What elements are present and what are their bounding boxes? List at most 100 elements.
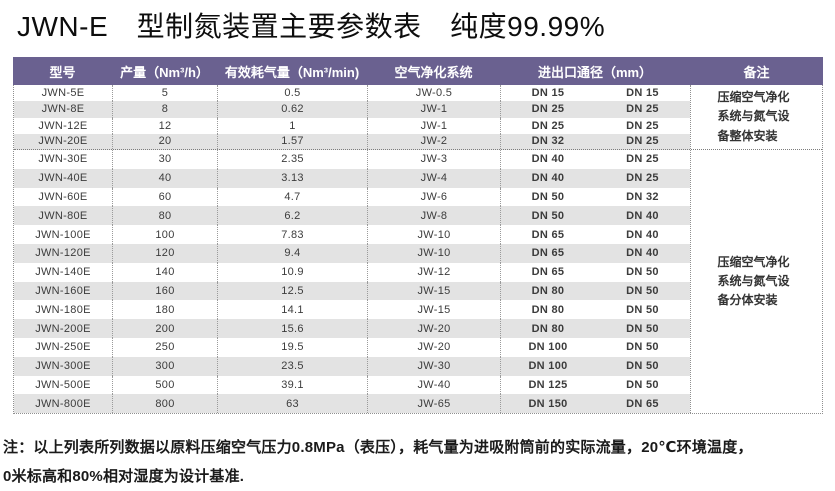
cell-outlet: DN 50: [626, 322, 659, 335]
cell-consumption: 3.13: [217, 168, 367, 188]
table-row: JWN-800E 800 63 JW-65 DN 150 DN 65: [14, 394, 690, 414]
table-row: JWN-12E 12 1 JW-1 DN 25 DN 25: [14, 117, 690, 134]
header-model: 型号: [49, 64, 76, 80]
cell-output: 30: [112, 150, 217, 169]
cell-purification: JW-40: [367, 375, 500, 395]
cell-output: 5: [112, 85, 217, 102]
cell-output: 250: [112, 337, 217, 357]
cell-inlet: DN 80: [500, 300, 595, 320]
cell-output: 12: [112, 117, 217, 134]
cell-purification: JW-6: [367, 187, 500, 207]
footer-line-1: 注：以上列表所列数据以原料压缩空气压力0.8MPa（表压），耗气量为进吸附筒前的…: [3, 439, 753, 456]
cell-output: 80: [112, 206, 217, 226]
header-ports: 进出口通径（mm）: [537, 64, 653, 80]
table-row: JWN-20E 20 1.57 JW-2 DN 32 DN 25: [14, 133, 690, 150]
cell-outlet: DN 40: [626, 209, 659, 222]
cell-purification: JW-15: [367, 281, 500, 301]
cell-purification: JW-4: [367, 168, 500, 188]
cell-purification: JW-1: [367, 117, 500, 134]
cell-consumption: 19.5: [217, 337, 367, 357]
cell-purification: JW-2: [367, 133, 500, 149]
cell-model: JWN-160E: [35, 284, 91, 297]
cell-output: 40: [112, 168, 217, 188]
cell-outlet: DN 25: [626, 119, 659, 132]
cell-consumption: 39.1: [217, 375, 367, 395]
cell-outlet: DN 25: [626, 103, 659, 116]
cell-purification: JW-1: [367, 101, 500, 118]
table-row: JWN-80E 80 6.2 JW-8 DN 50 DN 40: [14, 206, 690, 226]
remark-text: 压缩空气净化系统与氮气设备整体安装: [717, 90, 790, 143]
cell-output: 500: [112, 375, 217, 395]
cell-outlet: DN 50: [626, 378, 659, 391]
cell-model: JWN-140E: [35, 266, 91, 279]
cell-outlet: DN 40: [626, 228, 659, 241]
cell-outlet: DN 50: [626, 266, 659, 279]
cell-inlet: DN 15: [500, 85, 595, 102]
header-remark: 备注: [743, 64, 770, 80]
table-row: JWN-40E 40 3.13 JW-4 DN 40 DN 25: [14, 168, 690, 188]
remark-text: 压缩空气净化系统与氮气设备分体安装: [717, 254, 790, 308]
cell-model: JWN-120E: [35, 247, 91, 260]
cell-inlet: DN 80: [500, 319, 595, 338]
cell-inlet: DN 50: [500, 206, 595, 226]
cell-inlet: DN 50: [500, 187, 595, 207]
page-title: JWN-E 型制氮装置主要参数表 纯度99.99%: [17, 11, 606, 42]
remark-group-separate: 压缩空气净化系统与氮气设备分体安装: [691, 150, 822, 413]
cell-inlet: DN 25: [500, 101, 595, 118]
cell-outlet: DN 40: [626, 247, 659, 260]
cell-consumption: 15.6: [217, 319, 367, 338]
cell-inlet: DN 100: [500, 337, 595, 357]
table-row: JWN-120E 120 9.4 JW-10 DN 65 DN 40: [14, 243, 690, 263]
cell-outlet: DN 50: [626, 303, 659, 316]
cell-consumption: 10.9: [217, 262, 367, 282]
cell-outlet: DN 25: [626, 172, 659, 185]
cell-output: 300: [112, 356, 217, 376]
table-row: JWN-140E 140 10.9 JW-12 DN 65 DN 50: [14, 262, 690, 282]
cell-output: 180: [112, 300, 217, 320]
cell-model: JWN-30E: [38, 153, 88, 166]
cell-purification: JW-8: [367, 206, 500, 226]
header-consumption: 有效耗气量（Nm³/min): [224, 64, 360, 80]
cell-model: JWN-800E: [35, 397, 91, 410]
cell-outlet: DN 15: [626, 87, 659, 100]
cell-outlet: DN 32: [626, 190, 659, 203]
cell-purification: JW-65: [367, 394, 500, 414]
cell-outlet: DN 50: [626, 360, 659, 373]
cell-inlet: DN 80: [500, 281, 595, 301]
cell-consumption: 1: [217, 117, 367, 134]
cell-model: JWN-100E: [35, 228, 91, 241]
cell-model: JWN-5E: [41, 87, 85, 100]
table-row: JWN-100E 100 7.83 JW-10 DN 65 DN 40: [14, 225, 690, 244]
cell-inlet: DN 40: [500, 168, 595, 188]
cell-consumption: 1.57: [217, 133, 367, 149]
cell-purification: JW-0.5: [367, 85, 500, 102]
params-table: 型号 产量（Nm³/h） 有效耗气量（Nm³/min) 空气净化系统 进出口通径…: [13, 57, 823, 415]
cell-purification: JW-10: [367, 243, 500, 263]
table-row: JWN-500E 500 39.1 JW-40 DN 125 DN 50: [14, 375, 690, 395]
cell-purification: JW-12: [367, 262, 500, 282]
cell-purification: JW-30: [367, 356, 500, 376]
cell-purification: JW-20: [367, 337, 500, 357]
cell-purification: JW-20: [367, 319, 500, 338]
table-row: JWN-160E 160 12.5 JW-15 DN 80 DN 50: [14, 281, 690, 301]
cell-output: 8: [112, 101, 217, 118]
table-row: JWN-300E 300 23.5 JW-30 DN 100 DN 50: [14, 356, 690, 376]
cell-inlet: DN 65: [500, 262, 595, 282]
cell-inlet: DN 65: [500, 243, 595, 263]
cell-model: JWN-250E: [35, 341, 91, 354]
remark-group-integrated: 压缩空气净化系统与氮气设备整体安装: [691, 85, 822, 150]
cell-output: 60: [112, 187, 217, 207]
cell-model: JWN-20E: [38, 135, 88, 148]
cell-consumption: 7.83: [217, 225, 367, 244]
cell-model: JWN-8E: [41, 103, 85, 116]
header-purification: 空气净化系统: [394, 64, 473, 80]
cell-model: JWN-12E: [38, 119, 88, 132]
table-row: JWN-30E 30 2.35 JW-3 DN 40 DN 25: [14, 150, 690, 169]
cell-consumption: 6.2: [217, 206, 367, 226]
rows-block: JWN-5E 5 0.5 JW-0.5 DN 15 DN 15 JWN-8E 8…: [14, 85, 690, 414]
cell-consumption: 9.4: [217, 243, 367, 263]
table-row: JWN-8E 8 0.62 JW-1 DN 25 DN 25: [14, 101, 690, 118]
cell-inlet: DN 125: [500, 375, 595, 395]
cell-inlet: DN 100: [500, 356, 595, 376]
cell-model: JWN-500E: [35, 378, 91, 391]
